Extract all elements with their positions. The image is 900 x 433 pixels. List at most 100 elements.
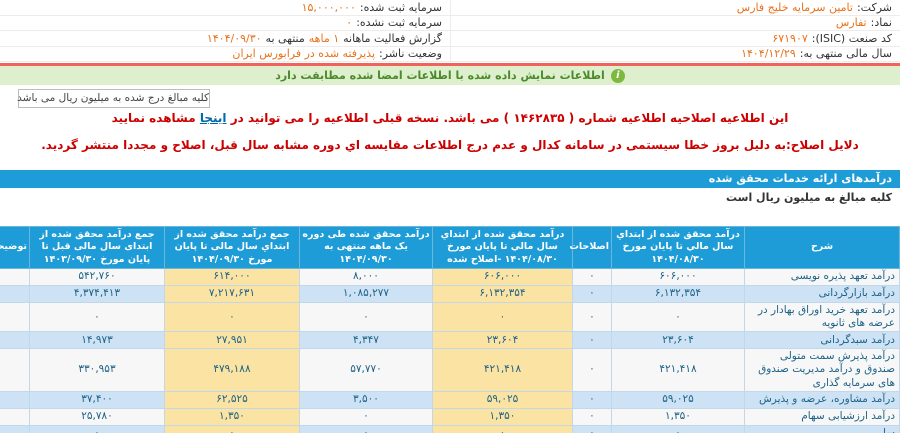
cell: ۰: [572, 285, 612, 304]
table-row: درآمد ارزشیابی سهام ۱,۳۵۰ ۰ ۱,۳۵۰ ۰ ۱,۳۵…: [0, 407, 900, 426]
cell: ۰: [299, 407, 433, 426]
header-description: شرح: [744, 225, 900, 270]
info-label: شرکت:: [856, 0, 892, 14]
row-label: درآمد ارزشیابی سهام: [744, 407, 900, 426]
cell-total-ytd: ۶۱۴,۰۰۰: [164, 268, 300, 287]
cell: ۰: [572, 268, 612, 287]
cell-notes: [0, 331, 30, 350]
cell-notes: [0, 348, 30, 392]
info-label: منتهی به: [265, 31, 305, 45]
table-header-row: شرح درآمد محقق شده از ابتداي سال مالي تا…: [0, 225, 900, 270]
table-row: درآمد مشاوره، عرضه و پذیرش ۵۹,۰۲۵ ۰ ۵۹,۰…: [0, 390, 900, 409]
table-row: درآمد بازارگردانی ۶,۱۳۲,۳۵۴ ۰ ۶,۱۳۲,۳۵۴ …: [0, 285, 900, 304]
header-corrections: اصلاحات: [569, 225, 612, 270]
info-isic-code: کد صنعت (ISIC): ۶۷۱۹۰۷: [450, 31, 900, 47]
cell: ۶,۱۳۲,۳۵۴: [611, 285, 745, 304]
info-fiscal-year-end: سال مالی منتهی به: ۱۴۰۴/۱۲/۲۹: [450, 46, 900, 62]
cell-total-ytd: ۰: [164, 424, 300, 433]
cell-notes: [0, 407, 30, 426]
info-unregistered-capital: سرمایه ثبت نشده: ۰: [0, 16, 450, 31]
cell: ۵۷,۷۷۰: [299, 348, 433, 392]
info-value: ۱۴۰۴/۱۲/۲۹: [741, 47, 796, 61]
row-label: درآمد مشاوره، عرضه و پذیرش: [744, 390, 900, 409]
cell-corrected: ۱,۳۵۰: [432, 407, 573, 426]
cell: ۰: [611, 302, 745, 333]
cell-total-ytd: ۲۷,۹۵۱: [164, 331, 300, 350]
cell: ۱,۰۸۵,۲۷۷: [299, 285, 433, 304]
correction-reason-line: دلایل اصلاح:به دلیل بروز خطا سیستمی در س…: [41, 138, 859, 152]
info-label: سرمایه ثبت شده:: [359, 0, 442, 14]
cell-corrected: ۴۲۱,۴۱۸: [432, 348, 573, 392]
info-monthly-report-period: گزارش فعالیت ماهانه ۱ ماهه منتهی به ۱۴۰۴…: [0, 31, 450, 47]
info-company: شرکت: تامین سرمایه خلیج فارس: [450, 0, 900, 16]
row-label: درآمد بازارگردانی: [744, 285, 900, 304]
table-row: درآمد پذیرش سمت متولی صندوق و درآمد مدیر…: [0, 348, 900, 392]
info-label: وضعیت ناشر:: [379, 47, 442, 61]
cell-corrected: ۵۹,۰۲۵: [432, 390, 573, 409]
cell: ۰: [572, 348, 612, 392]
cell: ۸,۰۰۰: [299, 268, 433, 287]
correction-notice-text: این اطلاعیه اصلاحیه اطلاعیه شماره ( ۱۴۶۲…: [230, 111, 789, 125]
header-realized-revenue-corrected: درآمد محقق شده از ابتداي سال مالي تا پای…: [432, 225, 573, 270]
cell: ۳۳۰,۹۵۳: [29, 348, 165, 392]
row-label: درآمد سبدگردانی: [744, 331, 900, 350]
cell-notes: [0, 302, 30, 333]
info-value: ۰: [346, 16, 353, 30]
header-realized-revenue: درآمد محقق شده از ابتداي سال مالي تا پای…: [611, 225, 745, 270]
cell: ۰: [572, 302, 612, 333]
cell: ۰: [299, 424, 433, 433]
header-notes: توضیحات: [0, 225, 30, 270]
cell: ۴,۳۴۷: [299, 331, 433, 350]
info-value: ۱ ماهه: [308, 31, 340, 45]
info-issuer-status: وضعیت ناشر: پذیرفته شده در فرابورس ایران: [0, 47, 450, 62]
correction-notice-line: این اطلاعیه اصلاحیه اطلاعیه شماره ( ۱۴۶۲…: [0, 111, 900, 125]
cell: ۰: [29, 424, 165, 433]
company-info-panel: شرکت: تامین سرمایه خلیج فارس سرمایه ثبت …: [0, 0, 900, 62]
cell-corrected: ۰: [432, 302, 573, 333]
cell-corrected: ۲۳,۶۰۴: [432, 331, 573, 350]
section-title-bar: درآمدهای ارائه خدمات محقق شده: [0, 170, 900, 188]
cell: ۴,۳۷۴,۴۱۳: [29, 285, 165, 304]
cell: ۲۳,۶۰۴: [611, 331, 745, 350]
section-units-note: کلیه مبالغ به میلیون ریال است: [0, 188, 900, 208]
info-value: ۱۵,۰۰۰,۰۰۰: [301, 0, 356, 14]
info-icon: i: [610, 68, 625, 83]
info-registered-capital: سرمایه ثبت شده: ۱۵,۰۰۰,۰۰۰: [0, 0, 450, 16]
cell-corrected: ۶۰۶,۰۰۰: [432, 268, 573, 287]
info-label: نماد:: [870, 16, 892, 30]
revenue-table: شرح درآمد محقق شده از ابتداي سال مالي تا…: [0, 225, 900, 433]
cell: ۰: [572, 407, 612, 426]
cell: ۳۷,۴۰۰: [29, 390, 165, 409]
row-label: درآمد پذیرش سمت متولی صندوق و درآمد مدیر…: [744, 348, 900, 392]
info-symbol: نماد: تفارس: [450, 15, 900, 31]
cell-corrected: ۶,۱۳۲,۳۵۴: [432, 285, 573, 304]
cell-total-ytd: ۶۲,۵۲۵: [164, 390, 300, 409]
row-label: درآمد تعهد خرید اوراق بهادار در عرضه های…: [744, 302, 900, 333]
cell: ۰: [572, 331, 612, 350]
cell-total-ytd: ۷,۲۱۷,۶۳۱: [164, 285, 300, 304]
cell-total-ytd: ۴۷۹,۱۸۸: [164, 348, 300, 392]
cell: ۰: [29, 302, 165, 333]
table-row: درآمد تعهد پذیره نویسی ۶۰۶,۰۰۰ ۰ ۶۰۶,۰۰۰…: [0, 268, 900, 287]
info-value[interactable]: تامین سرمایه خلیج فارس: [736, 0, 853, 14]
table-row: درآمد سبدگردانی ۲۳,۶۰۴ ۰ ۲۳,۶۰۴ ۴,۳۴۷ ۲۷…: [0, 331, 900, 350]
info-value: ۶۷۱۹۰۷: [772, 31, 808, 45]
info-label: سرمایه ثبت نشده:: [356, 16, 442, 30]
cell-notes: [0, 285, 30, 304]
previous-version-link[interactable]: اینجا: [199, 111, 227, 125]
cell: ۳,۵۰۰: [299, 390, 433, 409]
signature-match-banner: i اطلاعات نمایش داده شده با اطلاعات امضا…: [0, 63, 900, 85]
cell: ۰: [611, 424, 745, 433]
units-note-box: کلیه مبالغ درج شده به میلیون ریال می باش…: [17, 89, 210, 108]
cell: ۰: [572, 424, 612, 433]
cell-notes: [0, 424, 30, 433]
info-label: سال مالی منتهی به:: [799, 47, 892, 61]
cell: ۴۲۱,۴۱۸: [611, 348, 745, 392]
cell: ۰: [572, 390, 612, 409]
signature-match-text: اطلاعات نمایش داده شده با اطلاعات امضا ش…: [275, 69, 605, 82]
cell: ۱۴,۹۷۳: [29, 331, 165, 350]
info-value[interactable]: تفارس: [835, 16, 867, 30]
